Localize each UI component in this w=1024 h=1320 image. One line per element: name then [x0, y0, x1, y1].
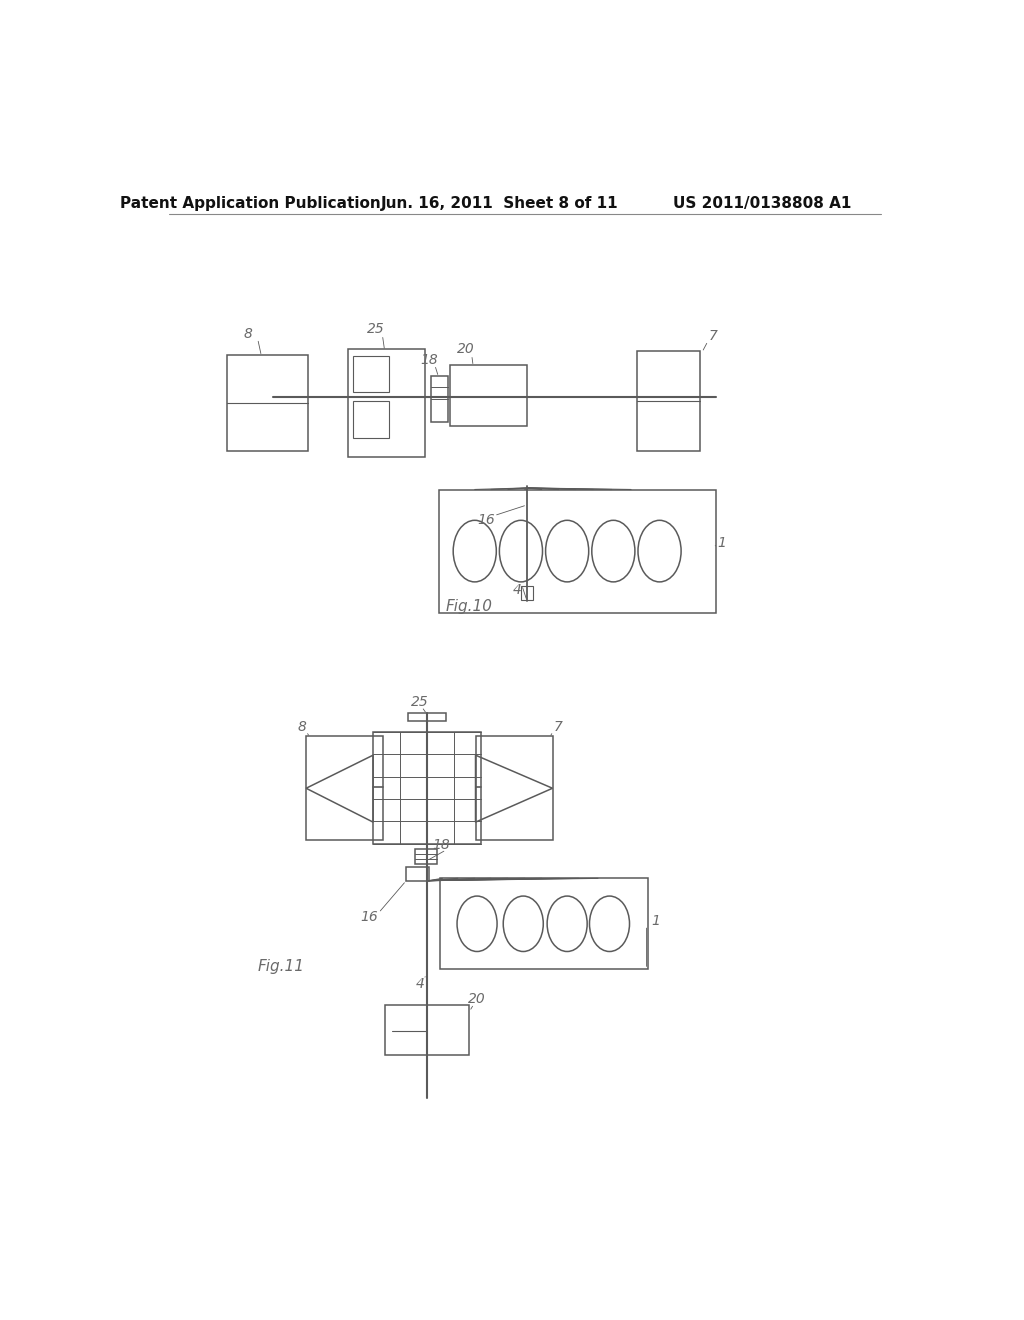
Bar: [353, 355, 388, 392]
Bar: [353, 401, 388, 438]
Bar: [475, 737, 553, 840]
Bar: [408, 713, 446, 721]
Text: Fig.10: Fig.10: [445, 599, 493, 614]
Bar: [416, 849, 437, 865]
Bar: [438, 490, 716, 612]
Bar: [373, 733, 481, 843]
Text: 7: 7: [554, 719, 562, 734]
Bar: [407, 867, 429, 880]
Text: 25: 25: [367, 322, 384, 337]
Bar: [431, 376, 447, 422]
Text: 18: 18: [433, 838, 451, 853]
Text: 18: 18: [421, 354, 438, 367]
Bar: [521, 586, 534, 599]
Text: 20: 20: [457, 342, 474, 356]
Text: 1: 1: [718, 536, 726, 550]
Text: US 2011/0138808 A1: US 2011/0138808 A1: [673, 195, 851, 211]
Bar: [637, 351, 700, 451]
Text: 4: 4: [513, 582, 521, 597]
Bar: [451, 364, 527, 426]
Text: 8: 8: [297, 719, 306, 734]
Text: 16: 16: [477, 513, 496, 527]
Bar: [348, 350, 425, 457]
Text: Fig.11: Fig.11: [257, 960, 304, 974]
Text: Jun. 16, 2011  Sheet 8 of 11: Jun. 16, 2011 Sheet 8 of 11: [381, 195, 618, 211]
Bar: [226, 355, 307, 451]
Text: 20: 20: [468, 993, 486, 1006]
Text: Patent Application Publication: Patent Application Publication: [120, 195, 380, 211]
Text: 7: 7: [709, 329, 717, 342]
Bar: [306, 737, 383, 840]
Text: 25: 25: [412, 696, 429, 709]
Text: 1: 1: [651, 913, 660, 928]
Bar: [440, 878, 648, 969]
Text: 8: 8: [244, 327, 253, 341]
Text: 4: 4: [416, 977, 425, 991]
Text: 16: 16: [360, 909, 378, 924]
Bar: [385, 1006, 469, 1056]
